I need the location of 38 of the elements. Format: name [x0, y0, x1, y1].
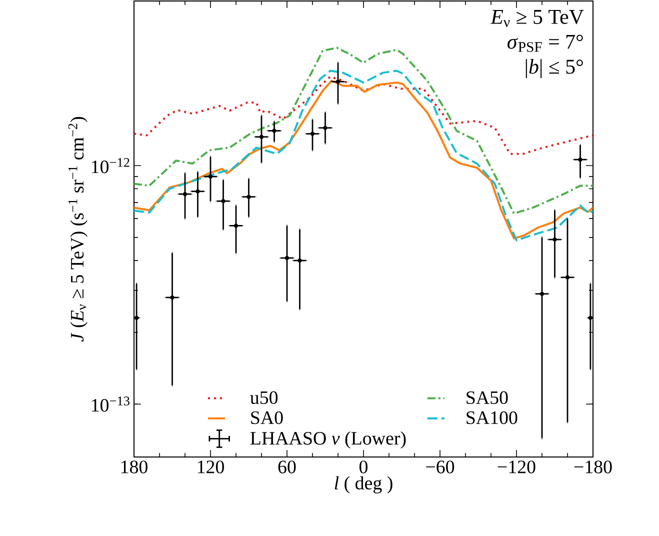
- x-tick-label: −60: [426, 460, 454, 474]
- y-tick-label: 10$^{−12}$: [92, 158, 130, 174]
- x-tick-label: 0: [359, 460, 368, 474]
- x-axis-title: l ( deg ): [334, 476, 392, 494]
- x-tick-label: −180: [574, 460, 612, 474]
- legend-label: SA100: [466, 411, 518, 424]
- legend-label: SA50: [466, 391, 508, 404]
- point: [183, 192, 187, 196]
- point: [310, 132, 314, 136]
- annotation: σ$_{PSF}$ = 7°: [508, 34, 583, 52]
- point: [285, 256, 289, 260]
- point: [170, 295, 174, 300]
- point: [246, 194, 251, 199]
- annotation: |b| ≤ 5°: [526, 59, 583, 78]
- x-tick-label: −120: [498, 460, 536, 474]
- point: [208, 174, 212, 179]
- point: [552, 238, 557, 242]
- point: [196, 189, 200, 194]
- point: [578, 158, 582, 162]
- x-tick-label: 60: [278, 460, 296, 474]
- point: [540, 292, 544, 296]
- y-tick-label: 10$^{−13}$: [92, 396, 130, 412]
- x-tick-label: 180: [121, 460, 148, 474]
- legend-label: SA0: [251, 411, 283, 424]
- line-series: [134, 76, 593, 155]
- annotation: E$_{ν}$ ≥ 5 TeV: [490, 10, 584, 28]
- point: [336, 80, 340, 84]
- point: [260, 134, 264, 139]
- legend-label: LHAASO ν (Lower): [250, 431, 406, 449]
- point: [272, 128, 276, 133]
- point: [221, 199, 226, 204]
- x-tick-label: 120: [198, 460, 224, 474]
- point: [298, 258, 302, 263]
- point: [323, 126, 328, 130]
- text: J (E$_{ν}$ ≥ 5 TeV) (s$^{−1}$ sr$^{−1}$ cm$^{−2}$): [68, 117, 88, 342]
- point: [566, 275, 570, 280]
- legend-label: u50: [250, 391, 278, 404]
- point: [234, 224, 238, 228]
